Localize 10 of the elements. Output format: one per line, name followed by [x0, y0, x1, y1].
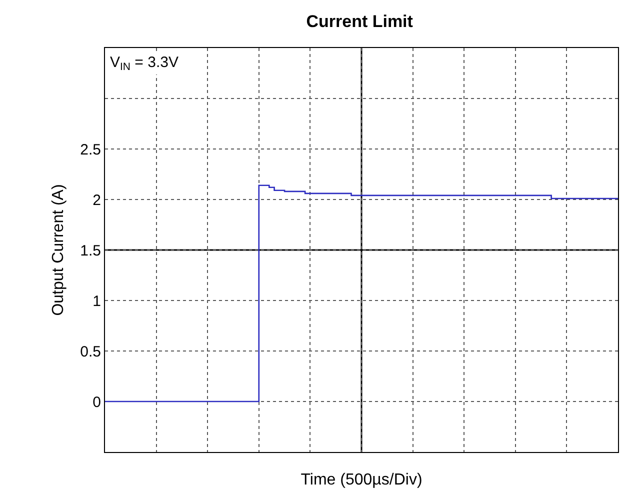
y-tick-label: 1.5: [80, 242, 101, 260]
y-tick-label: 2.5: [80, 141, 101, 158]
x-axis-title: Time (500µs/Div): [300, 472, 422, 489]
y-tick-label: 0: [92, 394, 101, 411]
y-axis-title: Output Current (A): [50, 184, 68, 316]
y-tick-label: 0.5: [80, 343, 101, 360]
y-tick-label: 1: [92, 292, 101, 310]
y-tick-label: 2: [92, 192, 101, 209]
chart-title: Current Limit: [306, 12, 414, 31]
annotation: V$_{IN}$ = 3.3V: [110, 54, 178, 74]
